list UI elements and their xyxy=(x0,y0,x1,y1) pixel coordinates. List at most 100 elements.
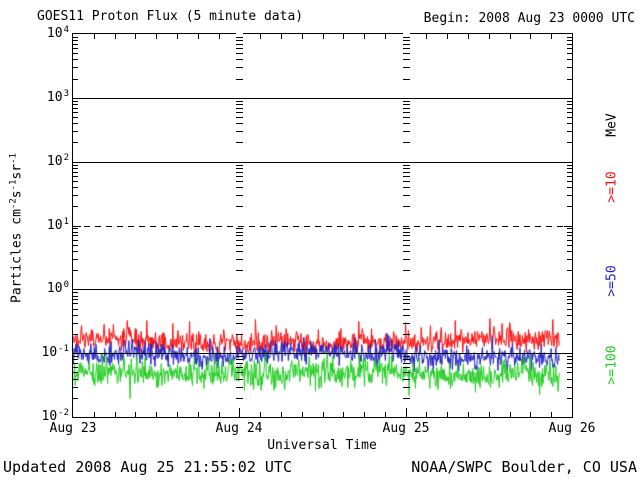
day-boundary-minor-tick xyxy=(236,372,243,373)
x-minor-tick xyxy=(135,412,136,417)
day-boundary-minor-tick xyxy=(236,379,243,380)
x-minor-tick xyxy=(198,34,199,39)
y-minor-tick xyxy=(73,309,78,310)
y-minor-tick xyxy=(73,323,78,324)
day-boundary-minor-tick xyxy=(403,235,410,236)
x-minor-tick xyxy=(551,412,552,417)
day-boundary-minor-tick xyxy=(403,359,410,360)
y-minor-tick xyxy=(567,309,572,310)
y-minor-tick xyxy=(73,359,78,360)
legend-label-gte100: >=100 xyxy=(604,345,620,385)
day-boundary-minor-tick xyxy=(236,299,243,300)
x-minor-tick xyxy=(135,34,136,39)
day-boundary-minor-tick xyxy=(236,67,243,68)
day-boundary-minor-tick xyxy=(236,48,243,49)
x-minor-tick xyxy=(447,34,448,39)
day-boundary-minor-tick xyxy=(403,315,410,316)
y-tick-exponent: -2 xyxy=(58,408,69,418)
y-minor-tick xyxy=(73,398,78,399)
day-boundary-minor-tick xyxy=(403,44,410,45)
day-boundary-minor-tick xyxy=(236,323,243,324)
day-boundary-minor-tick xyxy=(403,112,410,113)
y-minor-tick xyxy=(73,232,78,233)
y-tick-base: 10 xyxy=(41,409,58,424)
day-boundary-minor-tick xyxy=(236,363,243,364)
y-minor-tick xyxy=(73,296,78,297)
y-minor-tick xyxy=(567,367,572,368)
x-minor-tick xyxy=(260,412,261,417)
y-tick-exponent: 1 xyxy=(63,216,69,227)
day-boundary-minor-tick xyxy=(403,240,410,241)
y-tick-label-10e3: 103 xyxy=(26,89,69,106)
x-minor-tick xyxy=(426,412,427,417)
y-minor-tick xyxy=(567,44,572,45)
day-boundary-minor-tick xyxy=(403,270,410,271)
y-minor-tick xyxy=(73,315,78,316)
day-boundary-minor-tick xyxy=(236,206,243,207)
x-minor-tick xyxy=(385,412,386,417)
day-boundary-notch xyxy=(236,33,243,34)
y-tick-base: 10 xyxy=(46,281,63,297)
y-minor-tick xyxy=(567,101,572,102)
y-minor-tick xyxy=(73,168,78,169)
x-minor-tick xyxy=(510,34,511,39)
y-minor-tick xyxy=(73,372,78,373)
day-boundary-minor-tick xyxy=(236,232,243,233)
y-minor-tick xyxy=(567,40,572,41)
y-minor-tick xyxy=(567,240,572,241)
y-title-superscript: -1 xyxy=(8,153,19,164)
x-minor-tick xyxy=(302,412,303,417)
y-minor-tick xyxy=(73,387,78,388)
y-tick-label-10e4: 104 xyxy=(26,25,69,42)
x-minor-tick xyxy=(219,34,220,39)
day-boundary-minor-tick xyxy=(403,67,410,68)
x-minor-tick xyxy=(343,34,344,39)
day-boundary-minor-tick xyxy=(236,40,243,41)
day-boundary-minor-tick xyxy=(236,104,243,105)
x-minor-tick xyxy=(156,34,157,39)
day-boundary-minor-tick xyxy=(403,123,410,124)
y-minor-tick xyxy=(567,359,572,360)
grid-line-10e3 xyxy=(73,98,572,99)
y-minor-tick xyxy=(73,172,78,173)
right-axis-unit-label: MeV xyxy=(604,113,620,137)
day-boundary-minor-tick xyxy=(403,101,410,102)
y-minor-tick xyxy=(567,142,572,143)
y-tick-base: 10 xyxy=(46,153,63,169)
day-boundary-minor-tick xyxy=(236,176,243,177)
x-minor-tick xyxy=(281,412,282,417)
day-boundary-minor-tick xyxy=(403,168,410,169)
y-tick-exponent: 2 xyxy=(63,152,69,163)
chart-title: GOES11 Proton Flux (5 minute data) xyxy=(37,9,304,24)
y-minor-tick xyxy=(567,48,572,49)
y-minor-tick xyxy=(73,108,78,109)
x-minor-tick xyxy=(260,34,261,39)
y-tick-label-10e-1: 10-1 xyxy=(26,344,70,361)
day-boundary-minor-tick xyxy=(236,387,243,388)
y-minor-tick xyxy=(73,59,78,60)
day-boundary-minor-tick xyxy=(236,303,243,304)
day-boundary-minor-tick xyxy=(236,53,243,54)
day-boundary-minor-tick xyxy=(236,309,243,310)
day-boundary-minor-tick xyxy=(236,334,243,335)
y-minor-tick xyxy=(73,44,78,45)
x-minor-tick xyxy=(219,412,220,417)
day-boundary-minor-tick xyxy=(403,181,410,182)
y-minor-tick xyxy=(73,206,78,207)
y-minor-tick xyxy=(567,292,572,293)
y-major-tick xyxy=(73,98,81,99)
y-minor-tick xyxy=(567,79,572,80)
x-minor-tick xyxy=(385,34,386,39)
y-minor-tick xyxy=(73,195,78,196)
y-minor-tick xyxy=(73,292,78,293)
x-minor-tick xyxy=(530,412,531,417)
y-minor-tick xyxy=(567,232,572,233)
y-minor-tick xyxy=(567,53,572,54)
day-boundary-minor-tick xyxy=(403,303,410,304)
day-boundary-minor-tick xyxy=(236,398,243,399)
y-minor-tick xyxy=(73,251,78,252)
y-minor-tick xyxy=(567,228,572,229)
y-minor-tick xyxy=(73,235,78,236)
day-boundary-minor-tick xyxy=(403,165,410,166)
x-tick-label-aug-26: Aug 26 xyxy=(548,421,596,436)
